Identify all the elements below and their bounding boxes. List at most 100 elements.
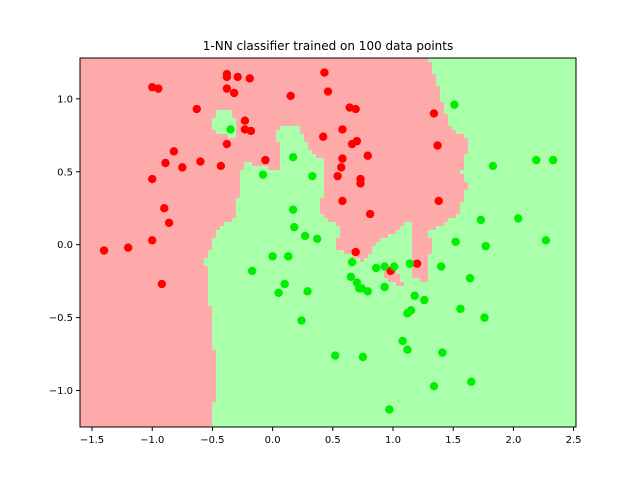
region-cell: [172, 170, 177, 175]
region-cell: [364, 62, 369, 67]
region-cell: [552, 110, 557, 115]
region-cell: [520, 154, 525, 159]
region-cell: [368, 178, 373, 183]
region-cell: [160, 174, 165, 179]
region-cell: [348, 150, 353, 155]
region-cell: [484, 210, 489, 215]
region-cell: [112, 202, 117, 207]
region-cell: [204, 118, 209, 123]
region-cell: [316, 186, 321, 191]
region-cell: [216, 66, 221, 71]
region-cell: [200, 166, 205, 171]
region-cell: [256, 146, 261, 151]
region-cell: [436, 126, 441, 131]
region-cell: [184, 218, 189, 223]
region-cell: [536, 86, 541, 91]
region-cell: [552, 70, 557, 75]
region-cell: [136, 86, 141, 91]
region-cell: [216, 150, 221, 155]
region-cell: [348, 134, 353, 139]
region-cell: [380, 190, 385, 195]
region-cell: [512, 66, 517, 71]
region-cell: [248, 70, 253, 75]
region-cell: [296, 106, 301, 111]
region-cell: [212, 150, 217, 155]
region-cell: [400, 82, 405, 87]
region-cell: [100, 98, 105, 103]
region-cell: [144, 150, 149, 155]
region-cell: [544, 206, 549, 211]
region-cell: [236, 70, 241, 75]
region-cell: [572, 206, 576, 211]
region-cell: [240, 62, 245, 67]
region-cell: [292, 214, 297, 219]
region-cell: [228, 198, 233, 203]
region-cell: [352, 214, 357, 219]
region-cell: [384, 102, 389, 107]
region-cell: [528, 110, 533, 115]
region-cell: [208, 130, 213, 135]
region-cell: [268, 154, 273, 159]
region-cell: [116, 86, 121, 91]
region-cell: [224, 94, 229, 99]
region-cell: [460, 166, 465, 171]
region-cell: [500, 98, 505, 103]
region-cell: [488, 90, 493, 95]
region-cell: [224, 154, 229, 159]
region-cell: [92, 82, 97, 87]
region-cell: [232, 118, 237, 123]
region-cell: [172, 166, 177, 171]
region-cell: [340, 194, 345, 199]
region-cell: [348, 62, 353, 67]
region-cell: [556, 62, 561, 67]
region-cell: [268, 86, 273, 91]
region-cell: [512, 206, 517, 211]
region-cell: [248, 170, 253, 175]
region-cell: [188, 214, 193, 219]
region-cell: [564, 58, 569, 63]
region-cell: [284, 210, 289, 215]
region-cell: [348, 166, 353, 171]
region-cell: [324, 118, 329, 123]
region-cell: [568, 98, 573, 103]
region-cell: [488, 78, 493, 83]
region-cell: [436, 114, 441, 119]
region-cell: [488, 114, 493, 119]
region-cell: [180, 58, 185, 63]
region-cell: [456, 58, 461, 63]
region-cell: [356, 126, 361, 131]
region-cell: [164, 118, 169, 123]
region-cell: [144, 170, 149, 175]
region-cell: [460, 70, 465, 75]
region-cell: [224, 170, 229, 175]
region-cell: [280, 154, 285, 159]
region-cell: [472, 190, 477, 195]
region-cell: [92, 134, 97, 139]
region-cell: [508, 98, 513, 103]
region-cell: [332, 182, 337, 187]
region-cell: [180, 122, 185, 127]
region-cell: [340, 86, 345, 91]
region-cell: [160, 82, 165, 87]
region-cell: [124, 158, 129, 163]
region-cell: [400, 210, 405, 215]
region-cell: [452, 62, 457, 67]
region-cell: [140, 146, 145, 151]
region-cell: [336, 154, 341, 159]
region-cell: [480, 174, 485, 179]
region-cell: [284, 190, 289, 195]
region-cell: [140, 174, 145, 179]
region-cell: [388, 82, 393, 87]
region-cell: [172, 218, 177, 223]
region-cell: [184, 182, 189, 187]
region-cell: [152, 138, 157, 143]
region-cell: [220, 150, 225, 155]
region-cell: [428, 134, 433, 139]
region-cell: [396, 126, 401, 131]
region-cell: [468, 94, 473, 99]
region-cell: [188, 166, 193, 171]
region-cell: [136, 210, 141, 215]
region-cell: [108, 178, 113, 183]
region-cell: [436, 194, 441, 199]
region-cell: [292, 86, 297, 91]
